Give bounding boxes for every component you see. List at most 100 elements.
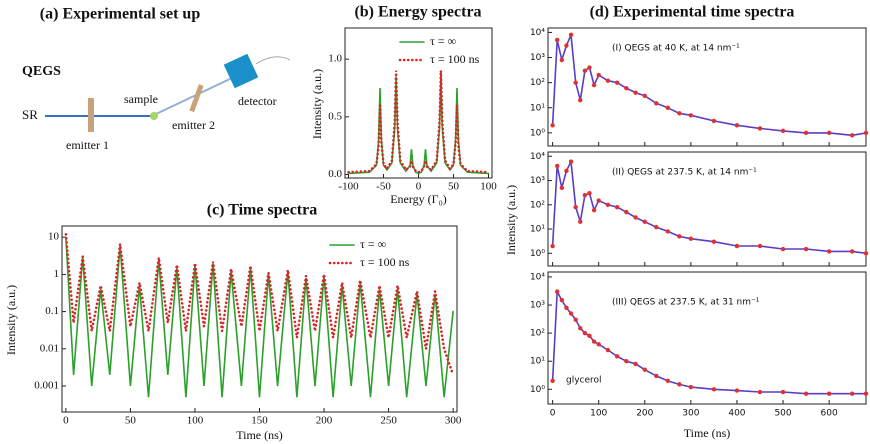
x-axis-label: Time (ns) [684,426,731,440]
y-tick-label: 1.0 [328,53,342,65]
data-point [677,234,682,239]
y-tick-label: 0.001 [34,380,59,392]
data-point [633,361,638,367]
annotation: (I) QEGS at 40 K, at 14 nm⁻¹ [612,44,740,54]
data-point [605,347,611,353]
legend-label: τ = ∞ [360,237,386,251]
y-tick-label: 10³ [530,53,545,63]
plot-frame [547,271,867,405]
y-tick-label: 1 [54,268,60,280]
x-tick-label: 600 [821,409,838,419]
data-point [550,243,555,249]
x-tick-label: 0 [63,415,69,427]
data-point [578,97,583,103]
data-point [591,207,597,213]
data-point [665,229,671,234]
chart: (d) Experimental time spectra 10⁰ 10¹ 10² 10… [530,4,869,147]
diagram-title: (a) Experimental set up [40,6,201,23]
y-tick-label: 10³ [530,301,545,311]
data-point [734,243,740,249]
chart: 10⁰ 10¹ 10² 10³ 10⁴ Intensity (a.u.) (II) QEGS… [504,151,869,267]
data-point [564,305,569,310]
legend-label: τ = 100 ns [430,52,480,66]
data-point [863,251,869,256]
emitter-1 [88,98,94,132]
data-point [863,130,869,136]
data-point [642,219,647,224]
data-point [582,330,588,336]
data-point [596,198,601,203]
y-axis-label: Intensity (a.u.) [4,285,18,355]
x-tick-label: 150 [251,415,268,427]
chart-title: (b) Energy spectra [354,4,481,21]
data-point [614,354,620,359]
annotation: (II) QEGS at 237.5 K, at 14 nm⁻¹ [612,168,757,178]
x-tick-label: 0 [416,181,422,193]
data-point [578,219,583,224]
emitter-2-label: emitter 2 [172,118,215,132]
data-point [780,246,786,252]
y-tick-label: 10⁰ [530,249,545,259]
data-point [587,65,592,70]
data-point [826,130,832,136]
data-point [578,325,583,331]
chart: (c) Time spectra 0 50 100 150 200 250 300 0.001 0… [4,202,462,442]
data-point [582,192,588,198]
data-point [573,80,578,85]
data-point [711,118,717,124]
x-axis-label: Energy (Γ₀) [390,192,447,206]
data-point [550,123,555,128]
chart-title: (d) Experimental time spectra [590,4,795,21]
data-point [587,333,592,339]
x-tick-label: 500 [774,409,791,419]
y-tick-label: 10³ [530,176,545,186]
data-point [654,373,659,379]
y-tick-label: 10² [530,78,545,88]
annotation: (III) QEGS at 237.5 K, at 31 nm⁻¹ [612,298,760,308]
data-point [559,297,565,303]
data-point [711,387,717,392]
detector [223,53,259,89]
data-point [757,243,763,249]
data-point [573,317,578,322]
data-point [849,391,855,396]
legend-label: τ = 100 ns [360,255,410,269]
y-tick-label: 10⁴ [530,152,545,162]
scheme-label: QEGS [22,64,61,79]
x-tick-label: 0 [550,409,556,419]
y-tick-label: 10² [530,200,545,210]
plot-frame [547,151,867,267]
x-tick-label: -50 [376,181,391,193]
data-point [624,359,629,364]
data-point [559,185,565,191]
y-tick-label: 10¹ [530,225,545,235]
data-point [596,342,601,347]
detector-label: detector [238,94,277,108]
y-tick-label: 10⁰ [530,385,545,395]
data-point [605,202,611,207]
fit-line [551,34,867,137]
data-point [555,163,560,169]
y-tick-label: 10¹ [530,103,545,113]
data-point [587,191,592,196]
fit-line [551,288,867,395]
data-point [642,367,647,372]
data-point [550,378,555,384]
data-point [568,32,574,38]
beam [155,77,233,115]
data-point [596,72,601,78]
data-point [780,389,786,395]
data-point [573,204,578,210]
chart: (b) Energy spectra -100 -50 0 50 100 0.0 0.5 1.0… [310,4,498,206]
sample-label: sample [124,92,158,106]
data-point [665,105,671,110]
x-tick-label: 250 [380,415,397,427]
data-point [624,86,629,91]
y-tick-label: 0.1 [45,305,59,317]
data-point [555,37,560,43]
data-point [734,388,740,393]
setup-diagram: (a) Experimental set up QEGS SR emitter … [22,6,291,152]
data-point [677,382,682,387]
data-point [559,57,565,63]
